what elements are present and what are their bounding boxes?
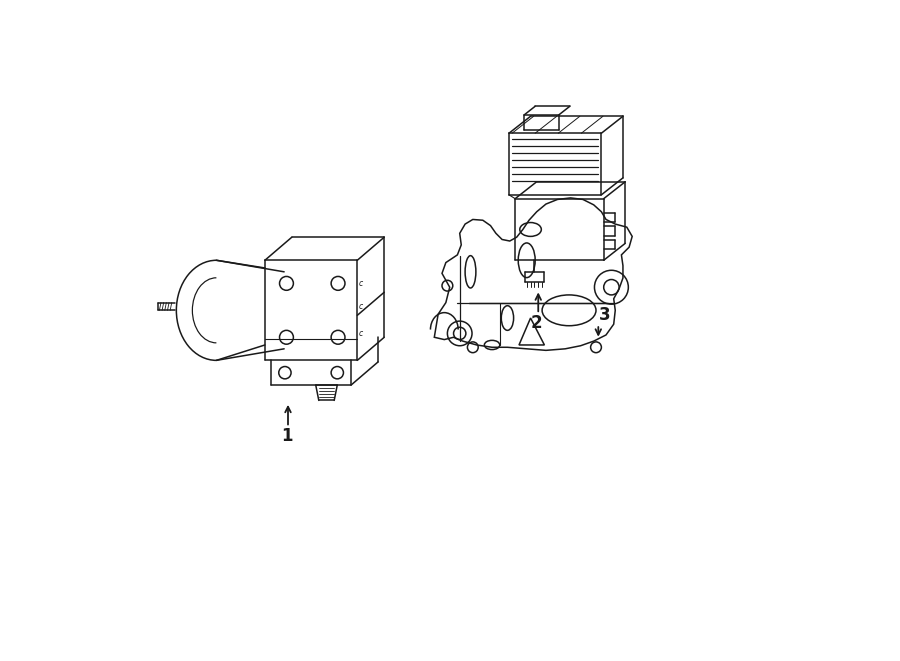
Text: 3: 3: [598, 306, 610, 325]
Text: c: c: [359, 302, 363, 311]
Text: 2: 2: [531, 314, 543, 332]
Text: c: c: [359, 279, 363, 288]
Text: c: c: [359, 329, 363, 338]
Text: 1: 1: [281, 427, 292, 446]
